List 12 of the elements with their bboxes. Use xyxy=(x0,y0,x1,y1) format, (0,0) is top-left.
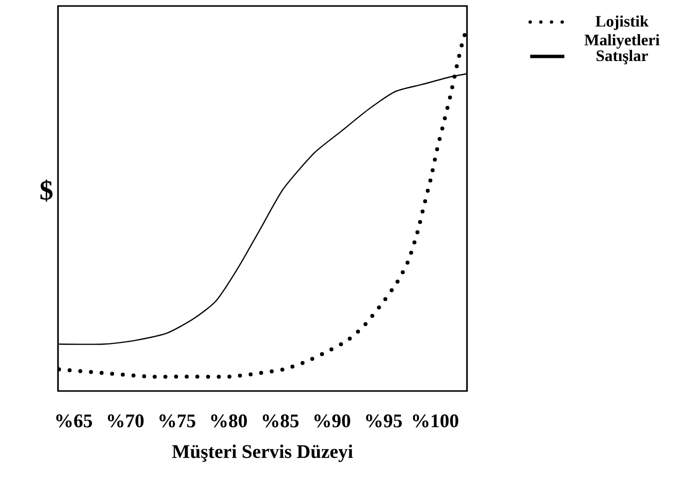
legend-label: Lojistik Maliyetleri xyxy=(584,15,660,49)
x-tick-label: %70 xyxy=(108,414,144,428)
x-tick-label: %85 xyxy=(262,414,299,428)
y-axis-title: $ xyxy=(40,179,53,202)
x-tick-label: %65 xyxy=(56,414,92,428)
legend-label: Satışlar xyxy=(596,50,648,64)
x-tick-label: %80 xyxy=(211,414,247,428)
x-tick-label: %95 xyxy=(366,414,402,428)
x-tick-label: %75 xyxy=(160,414,196,428)
x-tick-label: %100 xyxy=(412,414,458,428)
x-tick-label: %90 xyxy=(314,414,350,428)
x-axis-title: Müşteri Servis Düzeyi xyxy=(172,444,353,462)
